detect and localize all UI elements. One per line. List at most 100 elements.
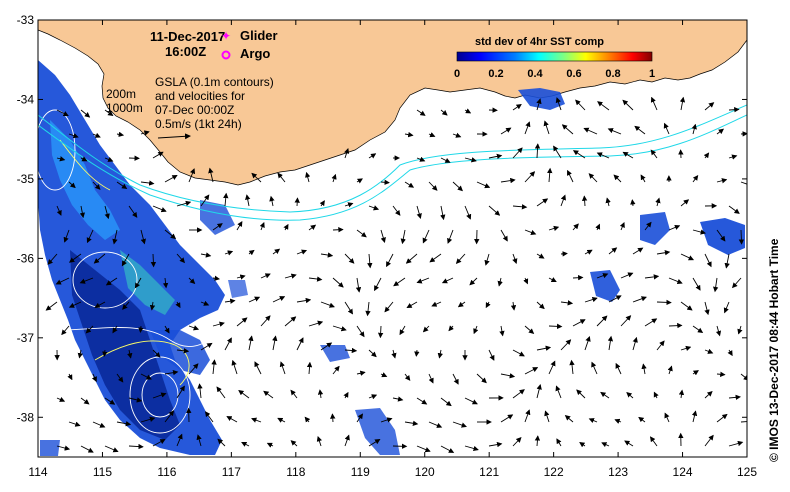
velocity-arrow bbox=[45, 301, 58, 311]
velocity-arrow bbox=[469, 277, 478, 286]
velocity-arrow bbox=[200, 252, 212, 258]
velocity-arrow bbox=[455, 253, 466, 264]
velocity-arrow bbox=[534, 143, 541, 159]
velocity-arrow bbox=[584, 296, 598, 303]
velocity-arrow bbox=[241, 441, 250, 447]
velocity-arrow bbox=[116, 181, 128, 190]
argo-marker-icon bbox=[221, 50, 231, 60]
velocity-arrow bbox=[365, 301, 371, 317]
velocity-arrow bbox=[380, 372, 388, 378]
velocity-arrow bbox=[128, 397, 143, 403]
velocity-arrow bbox=[544, 410, 550, 423]
velocity-arrow bbox=[422, 325, 430, 333]
velocity-arrow bbox=[197, 383, 203, 399]
velocity-arrow bbox=[555, 385, 562, 399]
velocity-arrow bbox=[152, 205, 167, 213]
velocity-arrow bbox=[499, 325, 505, 337]
credit-text: © IMOS 13-Dec-2017 08:44 Hobart Time bbox=[767, 238, 781, 462]
velocity-arrow bbox=[452, 421, 467, 428]
colorbar-tick-label: 0.8 bbox=[605, 68, 620, 80]
velocity-arrow bbox=[140, 416, 156, 423]
velocity-arrow bbox=[678, 389, 685, 399]
isobath-label-200: 200m bbox=[106, 87, 136, 101]
velocity-arrow bbox=[614, 418, 622, 424]
velocity-arrow bbox=[47, 253, 58, 265]
velocity-arrow bbox=[56, 205, 62, 216]
velocity-arrow bbox=[320, 342, 333, 351]
velocity-arrow bbox=[68, 253, 82, 263]
velocity-arrow bbox=[305, 171, 311, 183]
x-tick-label: 122 bbox=[544, 465, 564, 479]
velocity-arrow bbox=[104, 156, 114, 162]
velocity-arrow bbox=[316, 435, 322, 447]
velocity-arrow bbox=[656, 250, 671, 256]
velocity-arrow bbox=[79, 277, 94, 284]
velocity-arrow bbox=[548, 277, 557, 283]
velocity-arrow bbox=[188, 168, 196, 183]
velocity-arrow bbox=[368, 205, 380, 211]
colorbar-title: std dev of 4hr SST comp bbox=[475, 36, 604, 48]
velocity-arrow bbox=[536, 98, 542, 111]
map-date: 11-Dec-2017 bbox=[150, 29, 225, 44]
velocity-arrow bbox=[567, 169, 574, 183]
velocity-arrow bbox=[196, 434, 202, 447]
map-time: 16:00Z bbox=[165, 44, 206, 59]
velocity-arrow bbox=[464, 157, 477, 163]
velocity-arrow bbox=[727, 349, 733, 357]
velocity-arrow bbox=[428, 421, 443, 428]
velocity-arrow bbox=[572, 319, 586, 327]
gsla-note-line4: 0.5m/s (1kt 24h) bbox=[155, 117, 242, 131]
velocity-arrow bbox=[422, 229, 430, 244]
velocity-arrow bbox=[703, 152, 710, 159]
velocity-arrow bbox=[374, 277, 382, 292]
velocity-arrow bbox=[356, 178, 363, 184]
velocity-arrow bbox=[560, 194, 566, 207]
y-tick-label: -34 bbox=[17, 92, 35, 106]
velocity-arrow bbox=[56, 445, 71, 451]
velocity-arrow bbox=[308, 276, 323, 282]
velocity-arrow bbox=[595, 223, 601, 231]
velocity-arrow bbox=[512, 389, 525, 399]
velocity-arrow bbox=[404, 131, 414, 138]
y-tick-label: -35 bbox=[17, 172, 35, 186]
velocity-arrow bbox=[596, 315, 608, 327]
velocity-arrow bbox=[128, 205, 138, 218]
velocity-arrow bbox=[344, 301, 353, 315]
colorbar-tick-label: 0.6 bbox=[566, 68, 581, 80]
velocity-arrow bbox=[404, 373, 411, 381]
velocity-arrow bbox=[650, 96, 658, 111]
velocity-arrow bbox=[290, 389, 298, 399]
velocity-arrow bbox=[704, 102, 715, 111]
velocity-arrow bbox=[664, 412, 670, 423]
velocity-arrow bbox=[488, 205, 501, 216]
velocity-arrow bbox=[524, 409, 531, 423]
velocity-arrow bbox=[200, 342, 213, 351]
velocity-arrow bbox=[473, 325, 479, 335]
velocity-arrow bbox=[650, 149, 658, 159]
velocity-arrow bbox=[216, 386, 226, 399]
velocity-arrow bbox=[656, 299, 672, 306]
velocity-arrow bbox=[692, 325, 704, 334]
velocity-arrow bbox=[440, 109, 448, 116]
velocity-arrow bbox=[588, 418, 598, 424]
velocity-arrow bbox=[68, 133, 79, 139]
velocity-arrow bbox=[704, 253, 712, 268]
velocity-arrow bbox=[663, 122, 670, 135]
y-tick-label: -36 bbox=[17, 251, 35, 265]
velocity-arrow bbox=[296, 337, 304, 351]
velocity-arrow bbox=[331, 173, 337, 183]
velocity-arrow bbox=[254, 361, 262, 375]
velocity-arrow bbox=[380, 417, 393, 423]
colorbar-tick-label: 0.2 bbox=[488, 68, 503, 80]
velocity-arrow bbox=[231, 359, 238, 375]
velocity-arrow bbox=[272, 248, 281, 255]
velocity-arrow bbox=[668, 277, 683, 285]
velocity-arrow bbox=[332, 365, 340, 375]
velocity-arrow bbox=[608, 295, 622, 303]
velocity-arrow bbox=[607, 128, 622, 135]
velocity-arrow bbox=[626, 392, 634, 399]
velocity-arrow bbox=[112, 229, 118, 245]
velocity-arrow bbox=[536, 384, 542, 399]
velocity-arrow bbox=[380, 229, 386, 243]
velocity-arrow bbox=[704, 390, 713, 399]
